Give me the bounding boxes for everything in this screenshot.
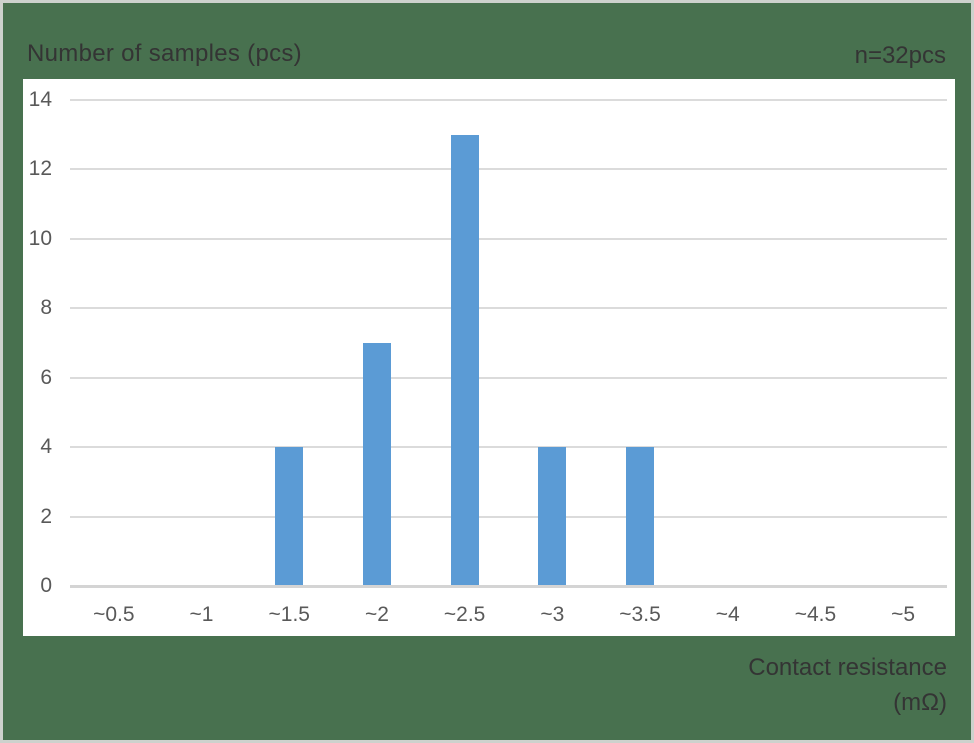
x-tick-label: ~2: [364, 603, 389, 626]
gridline: [70, 168, 947, 171]
y-tick-label: 4: [40, 435, 52, 459]
histogram-bar: [275, 447, 304, 586]
x-axis-title-line2: (mΩ): [893, 689, 947, 716]
x-tick-label: ~1: [189, 603, 214, 626]
y-tick-label: 14: [28, 88, 52, 111]
y-tick-label: 10: [28, 226, 52, 250]
histogram-bar: [538, 447, 567, 586]
y-tick-label: 8: [40, 296, 52, 320]
x-tick-label: ~2.5: [443, 603, 486, 626]
x-tick-label: ~4.5: [794, 603, 837, 626]
x-tick-label: ~4: [715, 603, 740, 626]
x-tick-label: ~3: [540, 603, 565, 626]
x-axis-title-line1: Contact resistance: [748, 654, 947, 681]
gridline: [70, 376, 947, 379]
gridline: [70, 307, 947, 310]
sample-count-label: n=32pcs: [854, 42, 946, 69]
histogram-bar: [362, 343, 391, 586]
chart-title: Number of samples (pcs): [27, 40, 302, 67]
x-tick-label: ~3.5: [619, 603, 661, 626]
plot-area: 0 2 4 6 8 10 12 14 ~0.5 ~1 ~1.5 ~2 ~2.5 ~3 ~3.5 ~4 ~4.5 ~…: [23, 79, 955, 636]
y-tick-label: 12: [28, 157, 52, 181]
y-tick-label: 2: [40, 504, 52, 528]
gridline: [70, 446, 947, 449]
y-tick-label: 0: [40, 574, 52, 597]
histogram-bar: [450, 134, 479, 586]
gridline: [70, 99, 947, 101]
x-tick-label: ~1.5: [268, 603, 310, 626]
gridline: [70, 237, 947, 240]
gridline: [70, 515, 947, 518]
x-axis-title: Contact resistance (mΩ): [748, 650, 947, 720]
x-tick-label: ~0.5: [93, 603, 135, 626]
x-tick-label: ~5: [891, 603, 916, 626]
x-axis-baseline: [70, 584, 947, 588]
histogram-bar: [626, 447, 655, 586]
y-tick-label: 6: [40, 365, 52, 389]
